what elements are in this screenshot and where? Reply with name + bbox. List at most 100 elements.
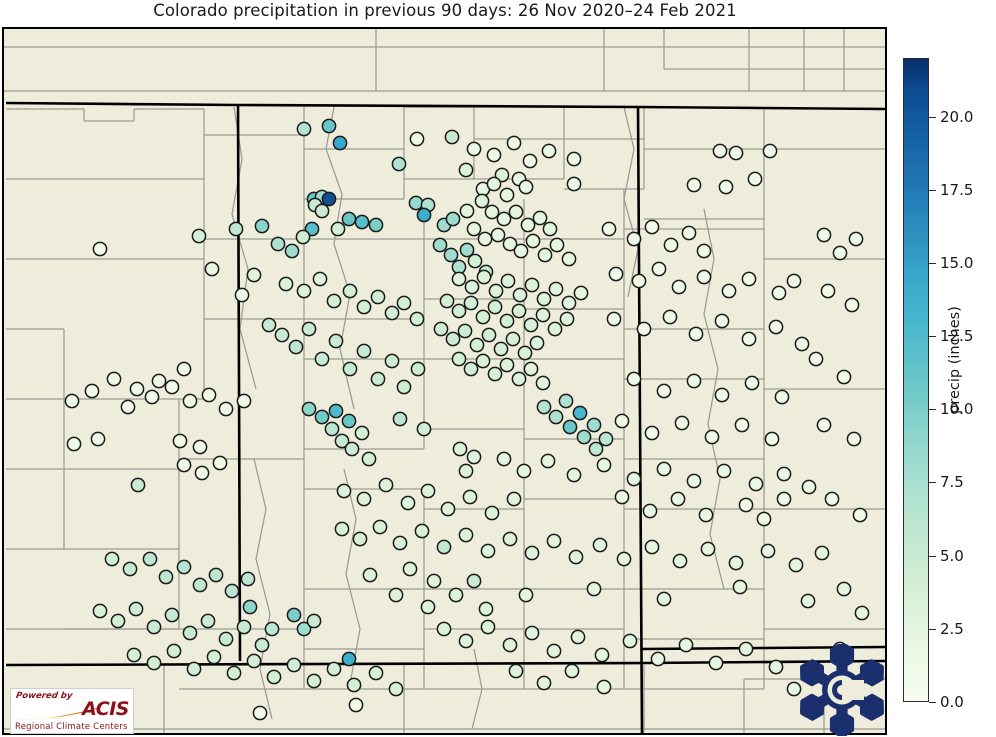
station-marker: [332, 135, 348, 151]
station-marker: [674, 415, 690, 431]
station-marker: [286, 657, 302, 673]
station-marker: [688, 326, 704, 342]
station-marker: [426, 573, 442, 589]
station-marker: [586, 581, 602, 597]
station-marker: [200, 613, 216, 629]
colorbar-tick-label: 20.0: [940, 107, 974, 126]
station-marker: [506, 135, 522, 151]
station-marker: [704, 429, 720, 445]
station-marker: [738, 497, 754, 513]
station-marker: [786, 681, 802, 697]
station-marker: [436, 539, 452, 555]
station-marker: [368, 665, 384, 681]
station-marker: [480, 543, 496, 559]
station-marker: [218, 631, 234, 647]
station-marker: [708, 655, 724, 671]
station-marker: [176, 559, 192, 575]
colorbar-gradient: [903, 58, 929, 702]
station-marker: [462, 489, 478, 505]
station-marker: [362, 567, 378, 583]
colorbar[interactable]: 0.0 2.5 5.0 7.5 10.0 12.5 15.0 17.5 20.0: [903, 58, 973, 711]
station-marker: [852, 507, 868, 523]
station-marker: [334, 433, 350, 449]
station-marker: [439, 293, 455, 309]
station-marker: [500, 273, 516, 289]
station-marker: [246, 267, 262, 283]
station-marker: [151, 373, 167, 389]
station-marker: [768, 659, 784, 675]
station-marker: [511, 303, 527, 319]
station-marker: [542, 221, 558, 237]
station-marker: [208, 567, 224, 583]
station-marker: [662, 309, 678, 325]
station-marker: [517, 345, 533, 361]
station-marker: [254, 637, 270, 653]
colorbar-label: precip (inches): [947, 306, 963, 414]
station-marker: [522, 153, 538, 169]
station-marker: [356, 299, 372, 315]
station-marker: [212, 455, 228, 471]
station-marker: [463, 295, 479, 311]
station-marker: [443, 247, 459, 263]
station-marker: [463, 361, 479, 377]
station-marker: [444, 129, 460, 145]
station-marker: [714, 387, 730, 403]
station-marker: [368, 217, 384, 233]
station-marker: [172, 433, 188, 449]
station-marker: [670, 491, 686, 507]
station-marker: [451, 303, 467, 319]
station-marker: [642, 503, 658, 519]
station-marker: [284, 243, 300, 259]
station-marker: [656, 461, 672, 477]
station-marker: [592, 537, 608, 553]
station-marker: [475, 353, 491, 369]
station-marker: [576, 429, 592, 445]
station-marker: [476, 269, 492, 285]
station-marker: [478, 601, 494, 617]
station-marker: [314, 351, 330, 367]
station-marker: [820, 283, 836, 299]
station-marker: [420, 483, 436, 499]
station-marker: [464, 279, 480, 295]
station-marker: [328, 333, 344, 349]
station-marker: [469, 337, 485, 353]
station-marker: [384, 353, 400, 369]
station-marker: [226, 665, 242, 681]
snowflake-logo-icon: [800, 644, 884, 736]
colorbar-tick-mark: [929, 555, 936, 557]
station-marker: [346, 677, 362, 693]
station-marker: [512, 287, 528, 303]
acis-powered-by: Powered by: [15, 691, 74, 701]
station-marker: [696, 243, 712, 259]
station-marker: [414, 523, 430, 539]
station-marker: [130, 477, 146, 493]
station-marker: [396, 379, 412, 395]
station-marker: [356, 343, 372, 359]
station-marker: [741, 271, 757, 287]
station-marker: [194, 465, 210, 481]
station-marker: [506, 491, 522, 507]
station-marker: [391, 156, 407, 172]
station-marker: [672, 553, 688, 569]
station-marker: [844, 297, 860, 313]
station-marker: [348, 697, 364, 713]
station-marker: [561, 251, 577, 267]
station-marker: [192, 439, 208, 455]
station-marker: [561, 295, 577, 311]
station-marker: [636, 321, 652, 337]
station-marker: [240, 571, 256, 587]
station-marker: [771, 285, 787, 301]
station-marker: [656, 383, 672, 399]
station-marker: [486, 147, 502, 163]
station-marker: [487, 366, 503, 382]
station-marker: [204, 261, 220, 277]
station-marker: [586, 417, 602, 433]
station-marker: [547, 321, 563, 337]
station-marker: [700, 541, 716, 557]
map-canvas[interactable]: [2, 27, 887, 735]
station-marker: [608, 266, 624, 282]
station-marker: [164, 607, 180, 623]
station-marker: [644, 425, 660, 441]
station-marker: [480, 619, 496, 635]
